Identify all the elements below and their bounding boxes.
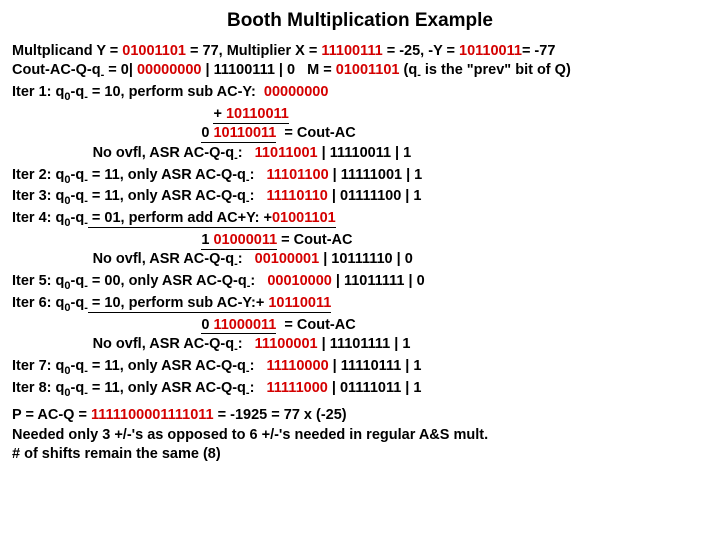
iter4-line: Iter 4: q0-q- = 01, perform add AC+Y: +0… [12, 209, 708, 231]
iter4-shift: No ovfl, ASR AC-Q-q-: 00100001 | 1011111… [12, 250, 708, 272]
iter4-sum: 1 01000011 = Cout-AC [12, 231, 708, 251]
page-title: Booth Multiplication Example [12, 8, 708, 34]
iter1-sum: 0 10110011 = Cout-AC [12, 124, 708, 144]
iter6-shift: No ovfl, ASR AC-Q-q-: 11100001 | 1110111… [12, 335, 708, 357]
iter3-line: Iter 3: q0-q- = 11, only ASR AC-Q-q-: 11… [12, 187, 708, 209]
iter1-shift: No ovfl, ASR AC-Q-q-: 11011001 | 1111001… [12, 144, 708, 166]
iter5-line: Iter 5: q0-q- = 00, only ASR AC-Q-q-: 00… [12, 272, 708, 294]
iter1-line: Iter 1: q0-q- = 10, perform sub AC-Y: 00… [12, 83, 708, 105]
iter6-sum: 0 11000011 = Cout-AC [12, 316, 708, 336]
iter7-line: Iter 7: q0-q- = 11, only ASR AC-Q-q-: 11… [12, 357, 708, 379]
footer-line-1: P = AC-Q = 1111100001111011 = -1925 = 77… [12, 406, 708, 426]
footer-line-3: # of shifts remain the same (8) [12, 445, 708, 465]
iter2-line: Iter 2: q0-q- = 11, only ASR AC-Q-q-: 11… [12, 166, 708, 188]
footer-line-2: Needed only 3 +/-'s as opposed to 6 +/-'… [12, 426, 708, 446]
header-line-2: Cout-AC-Q-q- = 0| 00000000 | 11100111 | … [12, 61, 708, 83]
iter8-line: Iter 8: q0-q- = 11, only ASR AC-Q-q-: 11… [12, 379, 708, 401]
iter6-line: Iter 6: q0-q- = 10, perform sub AC-Y:+ 1… [12, 294, 708, 316]
iter1-plus: + 10110011 [12, 105, 708, 125]
header-line-1: Multplicand Y = 01001101 = 77, Multiplie… [12, 42, 708, 62]
